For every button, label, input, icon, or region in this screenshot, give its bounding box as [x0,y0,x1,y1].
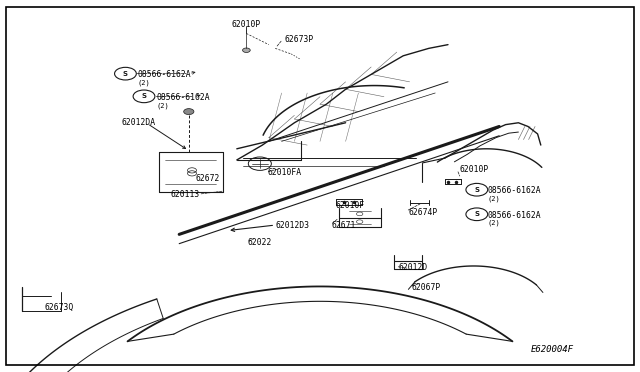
Text: 62010P: 62010P [232,20,261,29]
Circle shape [184,109,194,115]
Text: S: S [474,211,479,217]
Circle shape [133,90,155,103]
Text: 08566-6162A: 08566-6162A [138,70,191,79]
Text: 62673P: 62673P [285,35,314,44]
Text: 62010FA: 62010FA [268,169,301,177]
Text: 62010F: 62010F [336,201,365,210]
Text: 62022: 62022 [248,238,272,247]
Text: (2): (2) [138,79,150,86]
Circle shape [115,67,136,80]
Text: 62673Q: 62673Q [45,303,74,312]
Text: 08566-6162A: 08566-6162A [488,211,541,219]
Text: 62067P: 62067P [412,283,441,292]
Text: 620113: 620113 [171,190,200,199]
Text: 62012DA: 62012DA [122,118,156,126]
Text: (2): (2) [488,220,500,227]
Text: (2): (2) [488,195,500,202]
Circle shape [243,48,250,52]
Text: 62672: 62672 [195,174,220,183]
Text: S: S [141,93,147,99]
Circle shape [466,183,488,196]
Text: 08566-6162A: 08566-6162A [157,93,211,102]
Text: 62674P: 62674P [408,208,438,217]
Text: 62012D: 62012D [398,263,428,272]
Text: 62012D3: 62012D3 [275,221,309,230]
Text: (2): (2) [157,102,170,109]
Text: S: S [474,187,479,193]
Text: 62671: 62671 [332,221,356,230]
Text: S: S [123,71,128,77]
Text: 62010P: 62010P [460,165,489,174]
Circle shape [466,208,488,221]
Text: 08566-6162A: 08566-6162A [488,186,541,195]
Text: E620004F: E620004F [531,345,574,354]
